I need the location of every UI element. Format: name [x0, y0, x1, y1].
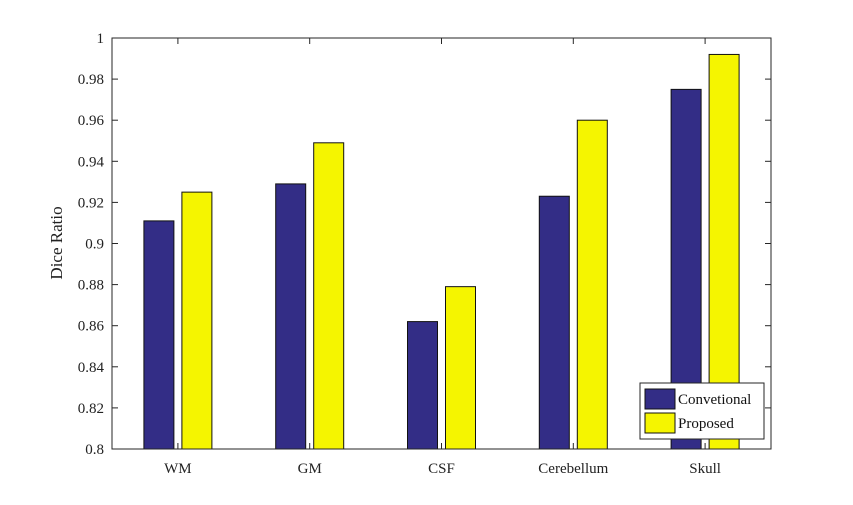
y-tick-label: 0.86 — [78, 319, 105, 335]
y-tick-label: 0.92 — [78, 195, 104, 211]
legend-swatch-proposed — [644, 412, 676, 434]
plot-background — [112, 38, 771, 449]
bar-csf-convetional — [407, 321, 438, 450]
legend-swatch-convetional — [644, 388, 676, 410]
y-tick-label: 0.88 — [78, 278, 104, 294]
bar-wm-proposed — [181, 191, 213, 450]
y-tick-label: 0.82 — [78, 401, 104, 417]
y-tick-label: 0.84 — [78, 360, 105, 376]
legend-label-proposed: Proposed — [678, 416, 734, 432]
plot-frame — [111, 37, 772, 450]
x-tick-label: Skull — [689, 461, 721, 477]
ticks-group: WM GM CSF Cerebellum Skull 0.8 0.82 0.84 0.86 0.8… — [78, 31, 771, 477]
x-tick-label: GM — [298, 461, 322, 477]
y-tick-label: 0.9 — [85, 237, 104, 253]
y-tick-label: 0.96 — [78, 113, 105, 129]
y-tick-label: 0.98 — [78, 72, 104, 88]
y-axis-label: Dice Ratio — [47, 206, 66, 279]
bar-gm-convetional — [275, 183, 307, 450]
x-tick-label: Cerebellum — [538, 461, 608, 477]
bar-cerebellum-proposed — [576, 119, 608, 450]
bar-wm-convetional — [143, 220, 175, 450]
x-tick-label: CSF — [428, 461, 455, 477]
y-tick-label: 1 — [97, 31, 105, 47]
bar-cerebellum-convetional — [538, 195, 570, 450]
y-tick-label: 0.94 — [78, 154, 105, 170]
legend: Convetional Proposed — [639, 382, 765, 440]
bar-gm-proposed — [313, 142, 345, 450]
legend-label-convetional: Convetional — [678, 392, 751, 408]
y-tick-label: 0.8 — [85, 442, 104, 458]
x-tick-label: WM — [164, 461, 192, 477]
bar-csf-proposed — [445, 286, 476, 450]
